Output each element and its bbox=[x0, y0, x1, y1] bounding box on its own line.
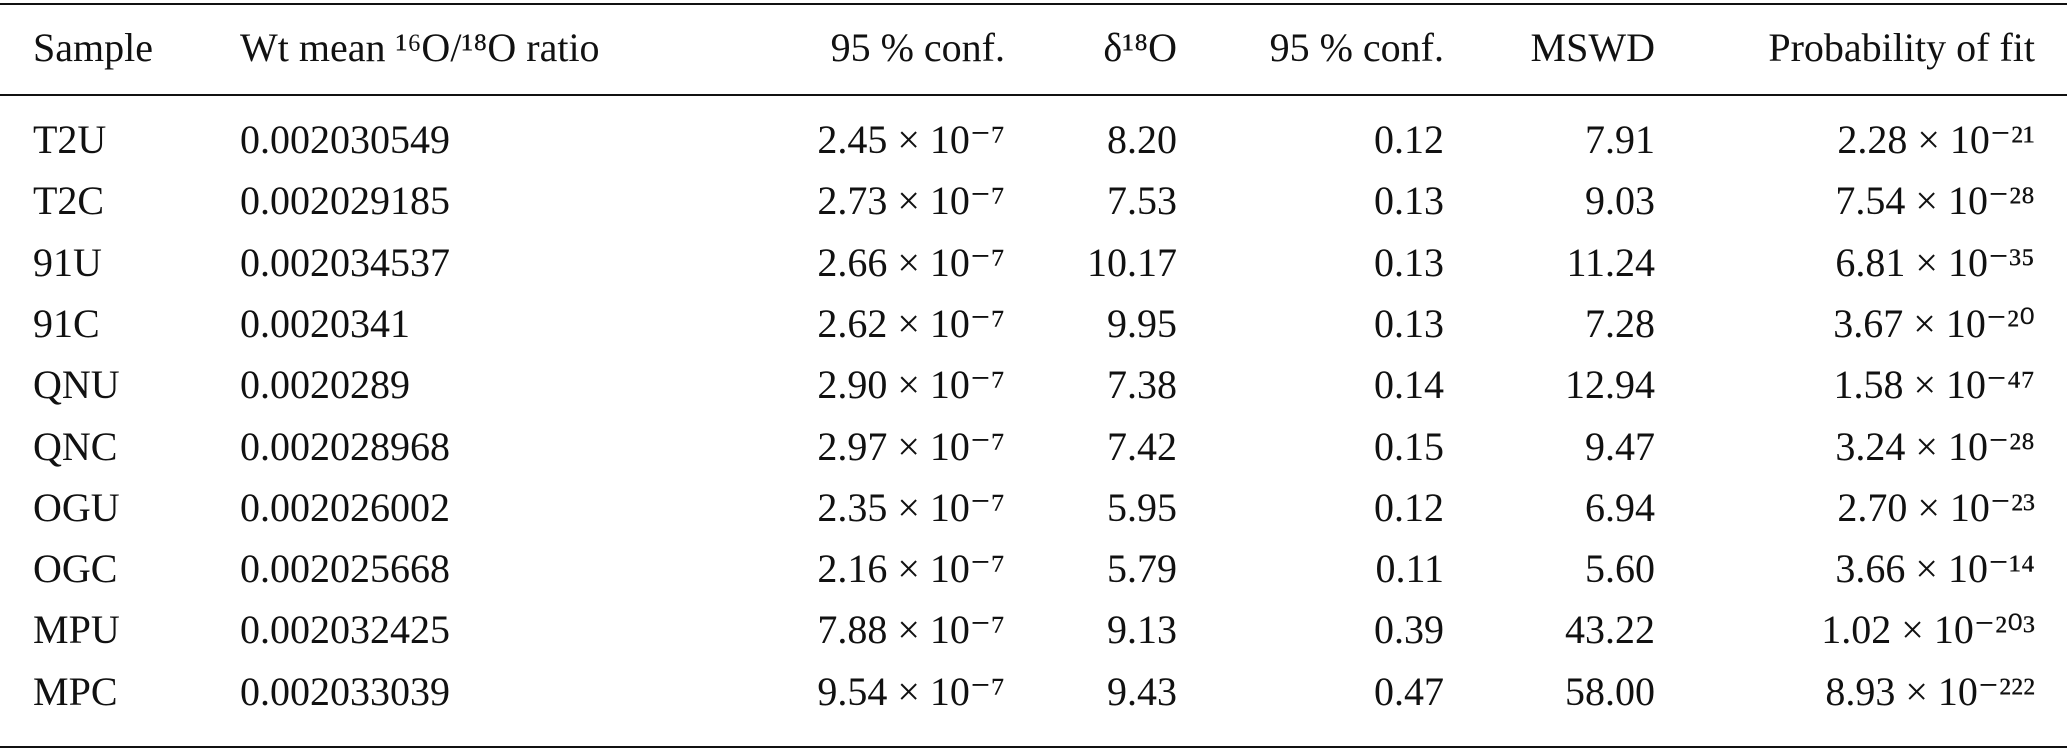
table-cell: MPC bbox=[33, 668, 118, 714]
table-cell: 11.24 bbox=[1566, 239, 1655, 285]
table-cell: T2U bbox=[33, 117, 107, 162]
table-cell: 0.13 bbox=[1374, 178, 1444, 224]
table-cell: 9.95 bbox=[1107, 300, 1177, 346]
table-cell: 5.95 bbox=[1107, 484, 1177, 530]
table-cell: OGU bbox=[33, 484, 120, 530]
table-cell: QNC bbox=[33, 423, 118, 469]
table-cell: 0.14 bbox=[1374, 362, 1444, 408]
header-cell: Wt mean ¹⁶O/¹⁸O ratio bbox=[240, 25, 600, 70]
table-cell: 8.93 × 10⁻²²² bbox=[1825, 668, 2035, 714]
table-cell: 2.70 × 10⁻²³ bbox=[1837, 484, 2035, 530]
table-cell: OGC bbox=[33, 546, 118, 592]
table-cell: 2.35 × 10⁻⁷ bbox=[817, 484, 1005, 530]
table-cell: 9.03 bbox=[1585, 178, 1655, 224]
table-cell: MPU bbox=[33, 607, 120, 653]
table-cell: 8.20 bbox=[1107, 117, 1177, 162]
header-cell: Probability of fit bbox=[1768, 25, 2035, 70]
table-cell: 0.39 bbox=[1374, 607, 1444, 653]
table-cell: 5.79 bbox=[1107, 546, 1177, 592]
table-cell: 7.54 × 10⁻²⁸ bbox=[1835, 178, 2035, 224]
table-cell: 7.38 bbox=[1107, 362, 1177, 408]
table-cell: 7.53 bbox=[1107, 178, 1177, 224]
table-cell: 43.22 bbox=[1565, 607, 1655, 653]
table-cell: 0.002032425 bbox=[240, 607, 450, 653]
table-cell: 2.16 × 10⁻⁷ bbox=[817, 546, 1005, 592]
table-cell: 0.11 bbox=[1375, 546, 1444, 592]
table-cell: 0.12 bbox=[1374, 117, 1444, 162]
table-cell: 12.94 bbox=[1565, 362, 1655, 408]
table-cell: 1.02 × 10⁻²⁰³ bbox=[1821, 607, 2035, 653]
table-cell: 2.66 × 10⁻⁷ bbox=[817, 239, 1005, 285]
table-cell: 0.002026002 bbox=[240, 484, 450, 530]
table-cell: 6.81 × 10⁻³⁵ bbox=[1835, 239, 2035, 285]
table-cell: 3.67 × 10⁻²⁰ bbox=[1833, 300, 2035, 346]
table-cell: 0.002030549 bbox=[240, 117, 450, 162]
table-cell: 2.90 × 10⁻⁷ bbox=[817, 362, 1005, 408]
table-cell: 2.45 × 10⁻⁷ bbox=[817, 117, 1005, 162]
table-cell: QNU bbox=[33, 362, 120, 408]
table-cell: 0.002034537 bbox=[240, 239, 450, 285]
table-cell: 10.17 bbox=[1087, 239, 1177, 285]
table-cell: 0.12 bbox=[1374, 484, 1444, 530]
table-cell: 1.58 × 10⁻⁴⁷ bbox=[1833, 362, 2035, 408]
table-cell: 0.13 bbox=[1374, 300, 1444, 346]
table-cell: 0.002029185 bbox=[240, 178, 450, 224]
table-cell: 9.47 bbox=[1585, 423, 1655, 469]
table-cell: 58.00 bbox=[1565, 668, 1655, 714]
table-cell: 9.54 × 10⁻⁷ bbox=[817, 668, 1005, 714]
table-cell: 0.002028968 bbox=[240, 423, 450, 469]
table-cell: 91U bbox=[33, 239, 102, 285]
table-cell: 0.002033039 bbox=[240, 668, 450, 714]
table-cell: 5.60 bbox=[1585, 546, 1655, 592]
table-cell: 2.73 × 10⁻⁷ bbox=[817, 178, 1005, 224]
bottom-rule bbox=[0, 746, 2067, 748]
table-cell: 0.47 bbox=[1374, 668, 1444, 714]
table-cell: 7.88 × 10⁻⁷ bbox=[817, 607, 1005, 653]
top-rule bbox=[0, 3, 2067, 5]
header-rule bbox=[0, 94, 2067, 96]
table-cell: 3.24 × 10⁻²⁸ bbox=[1835, 423, 2035, 469]
table-cell: 7.42 bbox=[1107, 423, 1177, 469]
table-cell: T2C bbox=[33, 178, 105, 224]
header-cell: δ¹⁸O bbox=[1103, 25, 1177, 70]
table-cell: 0.0020289 bbox=[240, 362, 410, 408]
table-cell: 3.66 × 10⁻¹⁴ bbox=[1835, 546, 2035, 592]
header-cell: Sample bbox=[33, 25, 153, 70]
table-cell: 2.97 × 10⁻⁷ bbox=[817, 423, 1005, 469]
table-cell: 0.13 bbox=[1374, 239, 1444, 285]
table-cell: 2.28 × 10⁻²¹ bbox=[1837, 117, 2035, 162]
header-cell: MSWD bbox=[1530, 25, 1655, 70]
table-cell: 6.94 bbox=[1585, 484, 1655, 530]
table-cell: 7.28 bbox=[1585, 300, 1655, 346]
table-cell: 2.62 × 10⁻⁷ bbox=[817, 300, 1005, 346]
table-cell: 0.0020341 bbox=[240, 300, 410, 346]
table-cell: 91C bbox=[33, 300, 100, 346]
table-cell: 0.15 bbox=[1374, 423, 1444, 469]
table-cell: 9.13 bbox=[1107, 607, 1177, 653]
table-cell: 0.002025668 bbox=[240, 546, 450, 592]
header-cell: 95 % conf. bbox=[830, 25, 1005, 70]
table-cell: 9.43 bbox=[1107, 668, 1177, 714]
header-cell: 95 % conf. bbox=[1269, 25, 1444, 70]
table-cell: 7.91 bbox=[1585, 117, 1655, 162]
